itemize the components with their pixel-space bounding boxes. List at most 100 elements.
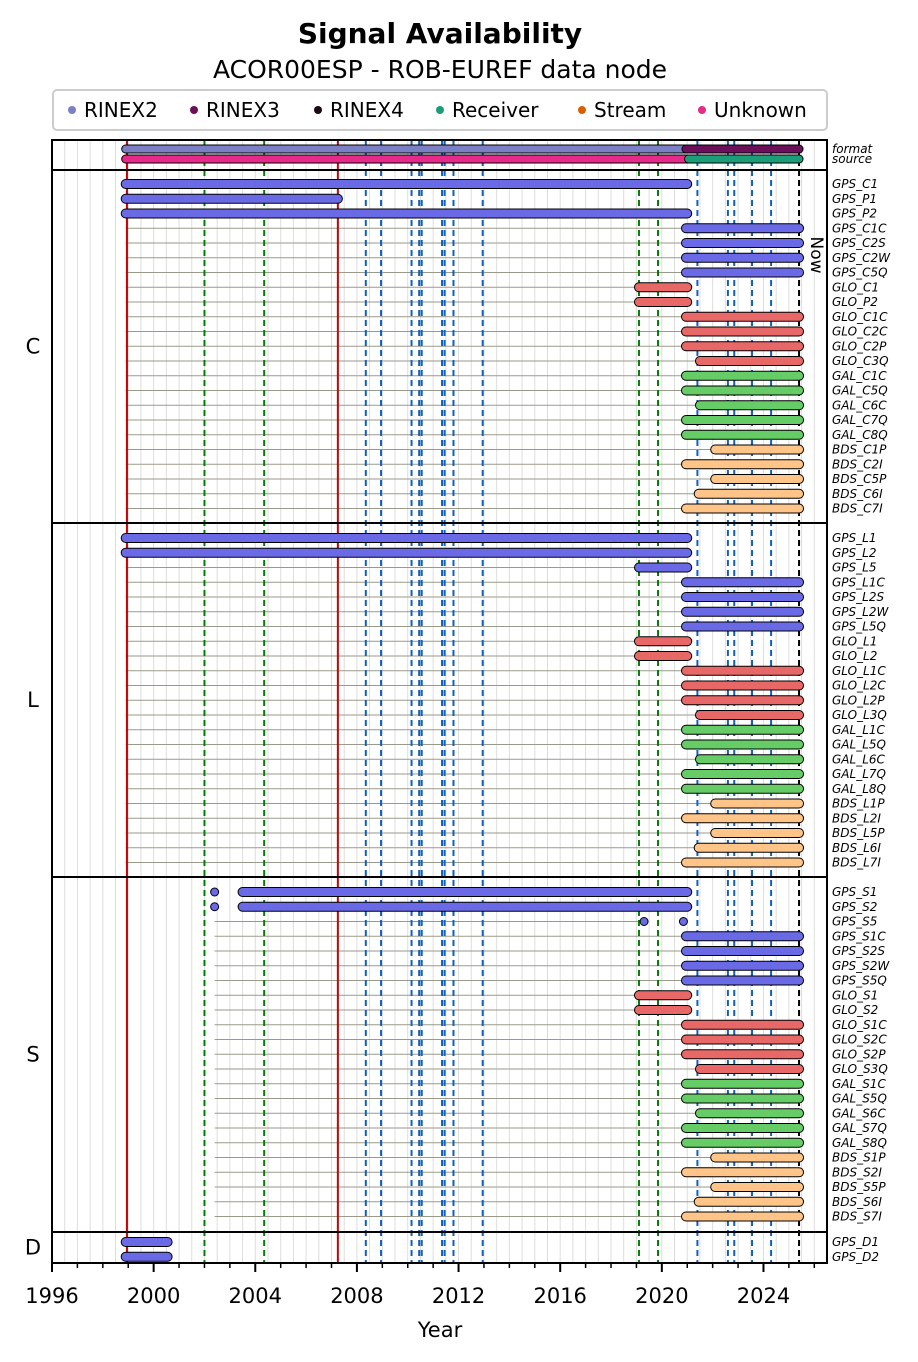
signal-label: BDS_L1P <box>832 797 885 811</box>
signal-label: GAL_L6C <box>832 752 886 766</box>
signal-label: GPS_S1 <box>832 885 877 899</box>
signal-label: GLO_L2 <box>832 649 877 663</box>
signal-label: GPS_L1 <box>832 531 876 545</box>
chart-title: Signal Availability <box>298 17 582 50</box>
signal-label: GPS_P1 <box>832 192 877 206</box>
signal-label: GLO_C2C <box>832 325 888 339</box>
signal-label: GPS_C1 <box>832 177 878 191</box>
signal-label: GAL_C8Q <box>832 428 888 442</box>
signal-label: GLO_C3Q <box>832 354 889 368</box>
signal-label: BDS_C6I <box>832 487 883 501</box>
signal-label: BDS_L6I <box>832 841 881 855</box>
x-tick-label: 2020 <box>635 1284 688 1308</box>
signal-label: GLO_S3Q <box>832 1062 888 1076</box>
group-label: S <box>26 1043 39 1067</box>
signal-label: BDS_L2I <box>832 811 881 825</box>
signal-label: BDS_L5P <box>832 826 885 840</box>
signal-label: GPS_C2W <box>832 251 891 265</box>
signal-label: GAL_S7Q <box>832 1121 887 1135</box>
legend-entry: Receiver <box>452 98 539 122</box>
signal-label: GAL_C1C <box>832 369 887 383</box>
signal-label: GAL_L5Q <box>832 738 886 752</box>
signal-label: GPS_L2 <box>832 546 876 560</box>
signal-label: GPS_S2S <box>832 944 885 958</box>
x-tick-label: 2016 <box>533 1284 586 1308</box>
group-label: C <box>26 335 41 359</box>
signal-label: GPS_L2S <box>832 590 884 604</box>
signal-label: GPS_D2 <box>832 1250 879 1264</box>
signal-label: GPS_C2S <box>832 236 886 250</box>
signal-label: GPS_S2 <box>832 900 877 914</box>
signal-label: GLO_C2P <box>832 339 887 353</box>
signal-label: GAL_S1C <box>832 1077 886 1091</box>
signal-label: GAL_L8Q <box>832 782 886 796</box>
signal-label: GLO_S2C <box>832 1033 887 1047</box>
signal-label: BDS_L7I <box>832 856 881 870</box>
signal-label: GAL_S6C <box>832 1106 886 1120</box>
signal-point <box>210 887 220 897</box>
group-label: L <box>27 688 39 712</box>
signal-label: GPS_L5 <box>832 561 876 575</box>
signal-label: GAL_S8Q <box>832 1136 887 1150</box>
legend-marker <box>190 106 198 114</box>
legend-entry: Stream <box>594 98 666 122</box>
legend-entry: RINEX3 <box>206 98 280 122</box>
signal-label: BDS_S1P <box>832 1151 886 1165</box>
plot-frame <box>51 139 828 1264</box>
signal-label: GPS_L1C <box>832 575 885 589</box>
legend-marker <box>68 106 76 114</box>
signal-label: GPS_S5Q <box>832 974 887 988</box>
legend-marker <box>314 106 322 114</box>
legend-marker <box>698 106 706 114</box>
signal-label: BDS_S5P <box>832 1180 886 1194</box>
legend-marker <box>436 106 444 114</box>
signal-label: BDS_C1P <box>832 443 887 457</box>
signal-label: GPS_P2 <box>832 207 877 221</box>
meta-row-label: source <box>832 152 872 166</box>
signal-label: GLO_L1C <box>832 664 886 678</box>
legend-entry: RINEX4 <box>330 98 404 122</box>
signal-label: GPS_S2W <box>832 959 890 973</box>
signal-label: GLO_L3Q <box>832 708 887 722</box>
signal-label: GLO_L2P <box>832 693 885 707</box>
signal-label: GAL_L7Q <box>832 767 886 781</box>
legend-entry: Unknown <box>714 98 807 122</box>
group-label: D <box>25 1236 41 1260</box>
meta-row-label: format <box>832 142 874 156</box>
signal-label: BDS_C5P <box>832 472 887 486</box>
signal-label: GLO_C1 <box>832 280 879 294</box>
signal-label: GPS_C5Q <box>832 266 888 280</box>
signal-label: GLO_S2 <box>832 1003 878 1017</box>
x-tick-label: 2024 <box>737 1284 790 1308</box>
signal-point <box>678 917 688 926</box>
signal-label: GLO_C1C <box>832 310 888 324</box>
signal-label: GPS_S5 <box>832 915 877 929</box>
x-tick-label: 2008 <box>330 1284 383 1308</box>
signal-label: BDS_C7I <box>832 502 883 516</box>
signal-label: GAL_C7Q <box>832 413 888 427</box>
signal-label: GAL_C5Q <box>832 384 888 398</box>
chart-subtitle: ACOR00ESP - ROB-EUREF data node <box>213 55 667 84</box>
x-axis-label: Year <box>417 1318 463 1342</box>
signal-label: GAL_L1C <box>832 723 886 737</box>
now-label: Now <box>806 236 826 273</box>
signal-point <box>210 902 220 912</box>
signal-label: GLO_L1 <box>832 634 877 648</box>
signal-label: GPS_C1C <box>832 221 887 235</box>
signal-label: BDS_S6I <box>832 1195 882 1209</box>
x-tick-label: 2000 <box>127 1284 180 1308</box>
signal-label: GLO_S1 <box>832 988 878 1002</box>
signal-point <box>639 917 649 926</box>
signal-label: GLO_L2C <box>832 679 886 693</box>
signal-label: BDS_C2I <box>832 457 883 471</box>
x-tick-label: 2012 <box>432 1284 485 1308</box>
signal-label: GPS_L2W <box>832 605 889 619</box>
legend-entry: RINEX2 <box>84 98 158 122</box>
signal-label: GPS_D1 <box>832 1235 879 1249</box>
signal-label: GLO_S1C <box>832 1018 887 1032</box>
signal-label: BDS_S2I <box>832 1165 882 1179</box>
x-tick-label: 2004 <box>229 1284 282 1308</box>
signal-label: GAL_S5Q <box>832 1092 887 1106</box>
